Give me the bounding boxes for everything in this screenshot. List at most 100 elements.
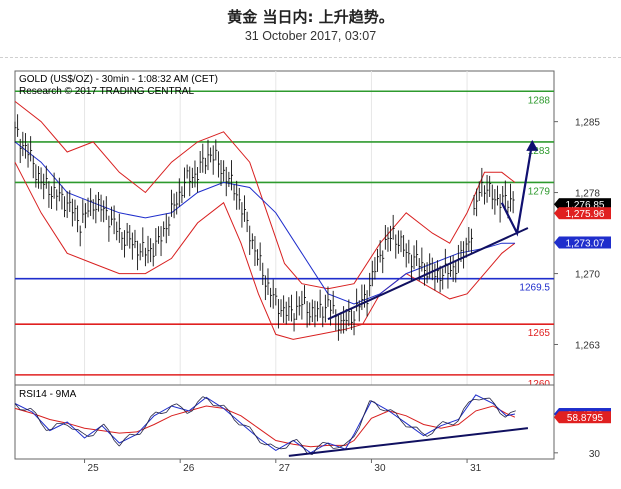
chart-credit: Research © 2017 TRADING CENTRAL	[19, 86, 194, 97]
rsi-tag-pointer	[554, 411, 559, 424]
rsi-detail	[421, 432, 428, 437]
y-tick-label: 1,263	[575, 340, 600, 351]
lower-band-line	[14, 161, 516, 340]
value-tag	[559, 207, 611, 220]
rsi-y-tick-label: 30	[589, 449, 601, 460]
rsi-detail	[202, 396, 209, 400]
rsi-detail	[322, 442, 329, 444]
rsi-detail	[150, 411, 157, 417]
rsi-detail	[35, 412, 42, 424]
rsi-detail	[358, 413, 365, 428]
rsi-ma-line	[14, 405, 516, 448]
rsi-value-tag-label: 58.8795	[567, 413, 604, 424]
rsi-detail	[338, 444, 344, 449]
rsi-detail	[66, 424, 73, 430]
rsi-detail	[51, 423, 58, 430]
chart-date: 31 October 2017, 03:07	[244, 29, 377, 43]
value-tag-pointer	[554, 198, 559, 211]
x-tick-label: 30	[374, 463, 386, 474]
rsi-detail	[186, 410, 193, 414]
rsi-label: RSI14 - 9MA	[19, 389, 77, 400]
rsi-detail	[197, 396, 204, 403]
rsi-detail	[25, 407, 31, 411]
rsi-detail	[233, 419, 240, 426]
rsi-detail	[254, 434, 261, 443]
rsi-detail	[374, 402, 381, 410]
rsi-detail	[416, 426, 423, 433]
rsi-detail	[165, 405, 172, 413]
rsi-detail	[426, 433, 433, 437]
rsi-detail	[40, 423, 47, 431]
rsi-detail	[479, 398, 485, 401]
rsi-detail	[46, 428, 52, 431]
rsi-detail	[348, 436, 355, 442]
rsi-detail	[301, 444, 308, 454]
forecast-arrow	[500, 141, 534, 237]
rsi-detail	[218, 404, 224, 407]
rsi-detail	[270, 443, 277, 448]
rsi-panel-frame	[14, 384, 555, 460]
rsi-detail	[103, 423, 110, 431]
rsi-detail	[333, 447, 339, 449]
x-tick-label: 26	[183, 463, 195, 474]
rsi-detail	[437, 421, 443, 427]
rsi-detail	[77, 429, 84, 434]
rsi-detail	[129, 433, 136, 436]
rsi-detail	[285, 441, 292, 449]
value-tag-label: 1,273.07	[566, 238, 605, 249]
header-divider	[0, 57, 621, 58]
rsi-detail	[473, 398, 480, 401]
forecast-arrow-head	[526, 139, 539, 151]
rsi-detail	[385, 409, 391, 412]
chart-title: GOLD (US$/OZ) - 30min - 1:08:32 AM (CET)	[19, 74, 218, 85]
rsi-detail	[343, 440, 350, 446]
y-tick-label: 1,270	[575, 270, 600, 281]
rsi-detail	[442, 421, 449, 424]
rsi-detail	[400, 420, 407, 428]
rsi-detail	[489, 397, 496, 405]
rsi-detail	[108, 430, 115, 441]
rsi-detail	[192, 401, 198, 411]
rsi-detail	[228, 410, 235, 420]
support-trendline	[327, 227, 529, 321]
rsi-detail	[176, 403, 183, 408]
level-label: 1269.5	[519, 283, 550, 294]
rsi-detail	[484, 397, 490, 399]
rsi-detail	[369, 400, 376, 403]
rsi-detail	[468, 399, 475, 403]
rsi-detail	[171, 403, 177, 407]
value-tag	[559, 198, 611, 211]
rsi-detail	[244, 424, 250, 428]
rsi-detail	[119, 438, 125, 447]
rsi-detail	[317, 442, 324, 448]
rsi-detail	[505, 412, 511, 418]
rsi-detail	[207, 398, 214, 406]
level-label: 1283	[528, 146, 551, 157]
rsi-detail	[181, 407, 188, 414]
rsi-detail	[458, 408, 464, 422]
value-tag-pointer	[554, 207, 559, 220]
rsi-detail	[145, 416, 151, 427]
rsi-detail	[499, 413, 506, 418]
rsi-detail	[327, 443, 334, 449]
x-tick-label: 27	[279, 463, 291, 474]
rsi-detail	[395, 412, 402, 422]
rsi-detail	[213, 405, 219, 407]
rsi-detail	[452, 420, 459, 426]
x-tick-label: 31	[470, 463, 482, 474]
rsi-detail	[280, 447, 287, 450]
chart-headline: 黄金 当日内: 上升趋势。	[227, 8, 394, 26]
rsi-detail	[249, 426, 256, 435]
level-label: 1265	[528, 328, 551, 339]
y-tick-label: 1,285	[575, 118, 600, 129]
rsi-detail	[431, 425, 438, 434]
rsi-detail	[260, 442, 266, 446]
rsi-detail	[155, 411, 162, 414]
rsi-detail	[291, 438, 297, 442]
level-label: 1279	[528, 186, 551, 197]
y-tick-label: 1,278	[575, 189, 600, 200]
rsi-detail	[139, 426, 146, 435]
price-panel-frame	[14, 70, 555, 386]
rsi-detail	[296, 439, 303, 446]
